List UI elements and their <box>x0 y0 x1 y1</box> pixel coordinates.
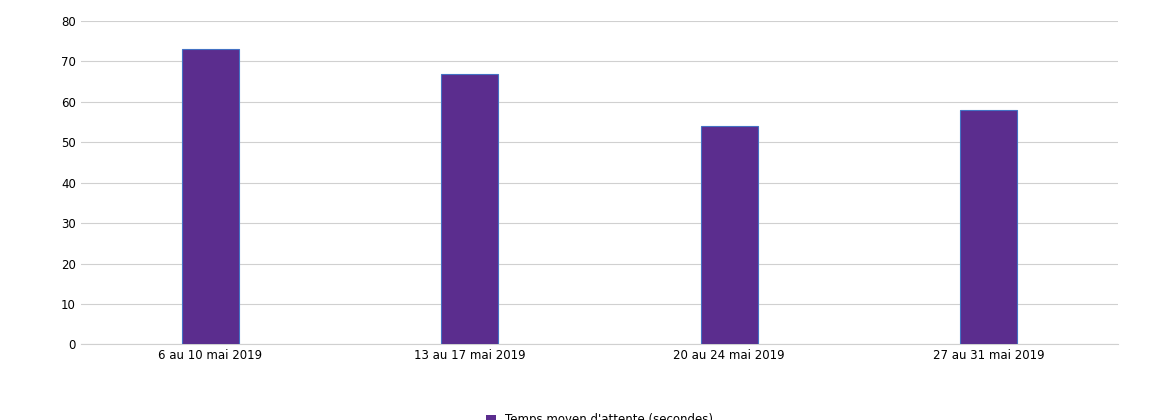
Legend: Temps moyen d'attente (secondes): Temps moyen d'attente (secondes) <box>482 409 717 420</box>
Bar <box>701 126 758 344</box>
Bar <box>960 110 1017 344</box>
Bar <box>442 74 498 344</box>
Bar <box>182 49 239 344</box>
